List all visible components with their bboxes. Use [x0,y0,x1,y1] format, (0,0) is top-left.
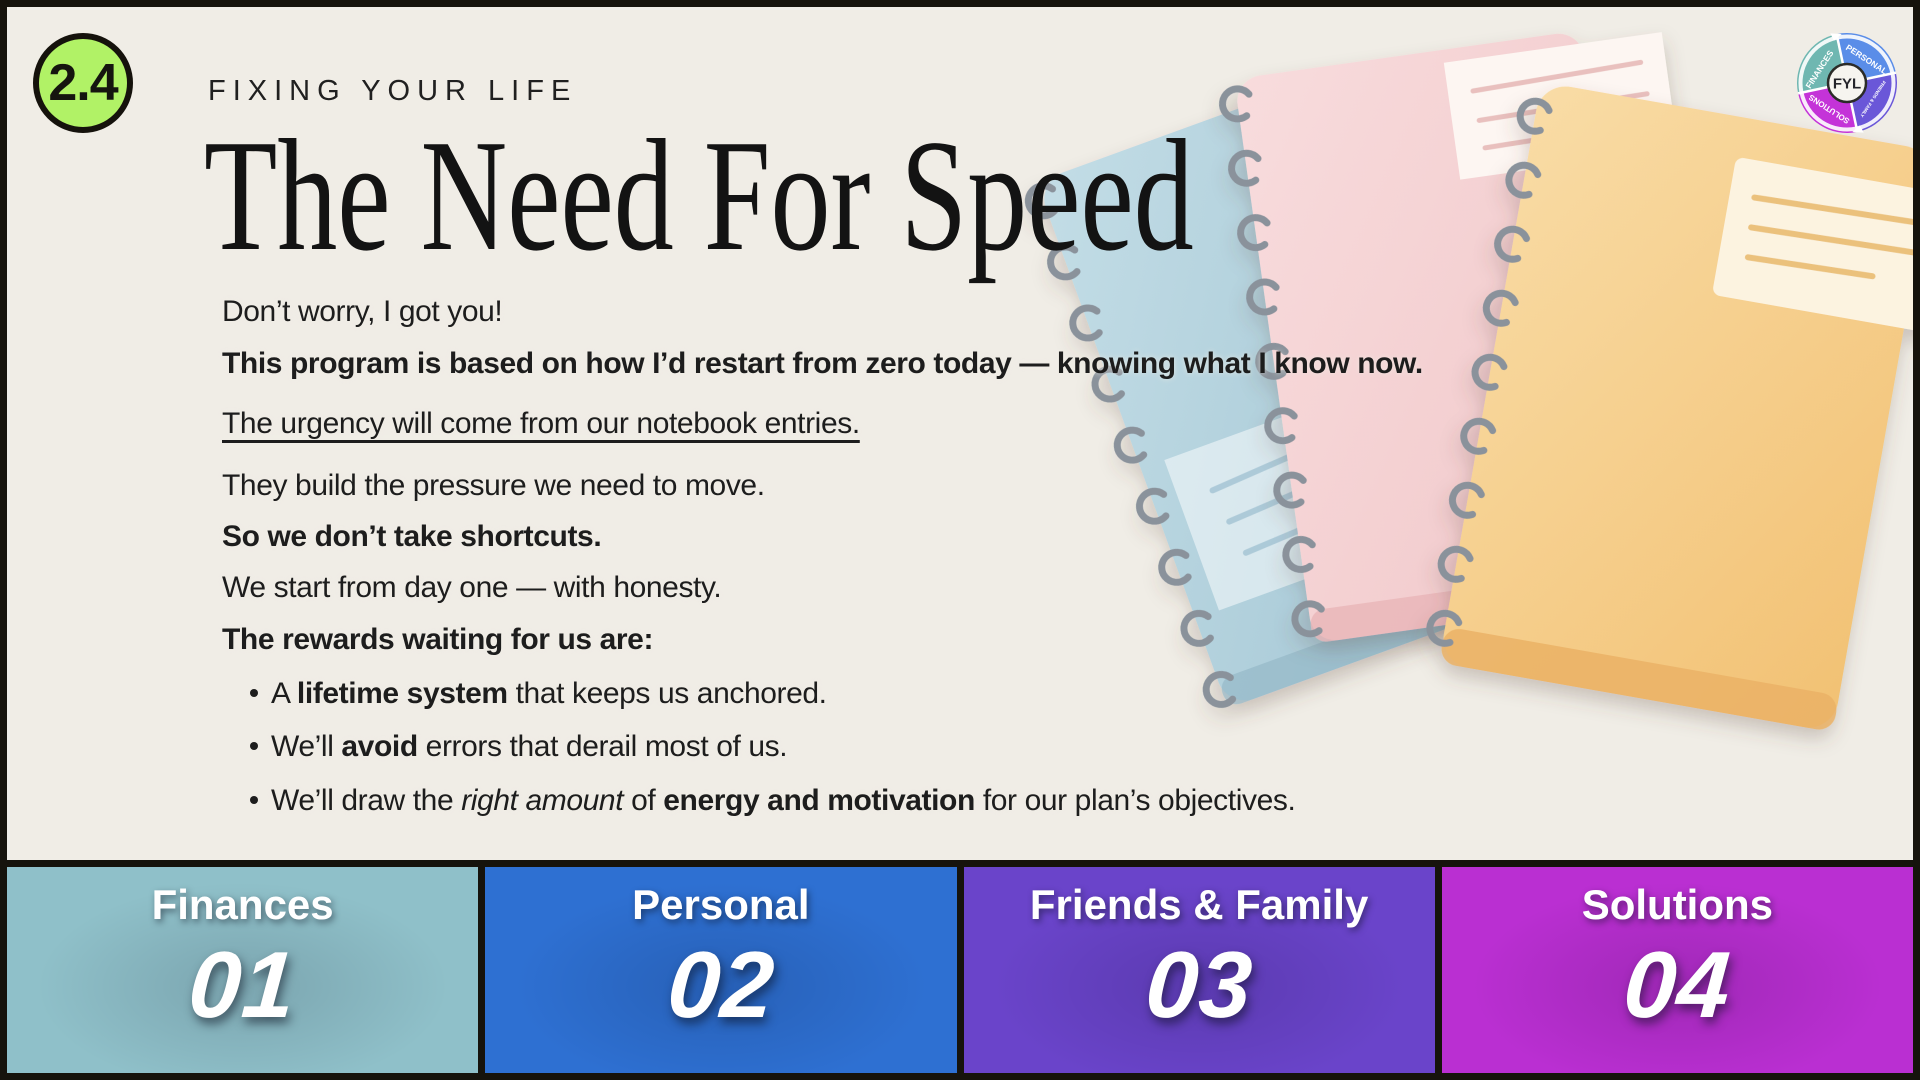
body-line: Don’t worry, I got you! [222,295,503,328]
page-title: The Need For Speed [204,111,1524,279]
lesson-number-badge: 2.4 [33,33,133,133]
bullet-dot [250,796,258,804]
nav-item-number: 01 [185,932,300,1037]
body-line: So we don’t take shortcuts. [222,520,602,553]
body-copy: Don’t worry, I got you! This program is … [222,296,1562,816]
nav-item-label: Friends & Family [1029,881,1369,928]
notebooks-illustration [1007,32,1913,730]
logo-arrow-icon [1852,125,1864,133]
notebook-orange [1419,86,1913,730]
body-line: This program is based on how I’d restart… [222,347,1423,380]
bullet-dot [250,742,258,750]
nav-item-personal[interactable]: Personal 02 [485,867,957,1073]
logo-center-text: FYL [1833,76,1861,93]
nav-item-label: Personal [632,881,810,928]
bullet-item: We’ll draw the right amount of energy an… [222,785,1562,816]
logo-arrow-icon [1830,33,1842,41]
bullet-text: We’ll avoid errors that derail most of u… [271,730,788,763]
nav-item-number: 03 [1142,932,1257,1037]
program-eyebrow: FIXING YOUR LIFE [208,75,578,107]
nav-item-friends-family[interactable]: Friends & Family 03 [963,867,1435,1073]
fyl-logo: FINANCES PERSONAL SOLUTIONS FRIENDS & FA… [1797,33,1897,133]
bullet-text: We’ll draw the right amount of energy an… [271,784,1296,817]
page-title-text: The Need For Speed [204,106,1194,284]
nav-item-label: Finances [151,881,334,928]
nav-item-solutions[interactable]: Solutions 04 [1441,867,1913,1073]
bullet-text: A lifetime system that keeps us anchored… [271,677,827,710]
bullet-dot [250,689,258,697]
nav-item-number: 02 [663,932,778,1037]
body-line: The urgency will come from our notebook … [222,407,860,440]
nav-item-label: Solutions [1581,881,1774,928]
section-nav: Finances 01 Personal 02 Friends & Family… [7,860,1913,1073]
body-line: They build the pressure we need to move. [222,469,765,502]
nav-item-finances[interactable]: Finances 01 [7,867,479,1073]
bullet-item: We’ll avoid errors that derail most of u… [222,731,1562,762]
body-line: We start from day one — with honesty. [222,571,722,604]
bullet-item: A lifetime system that keeps us anchored… [222,678,1562,709]
body-line: The rewards waiting for us are: [222,623,654,656]
nav-item-number: 04 [1620,932,1735,1037]
